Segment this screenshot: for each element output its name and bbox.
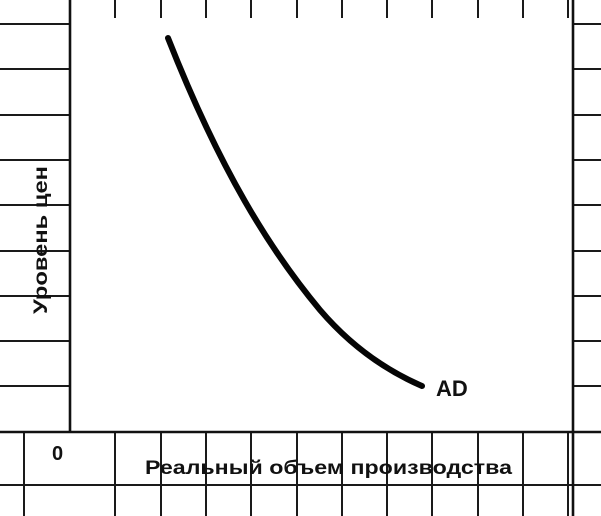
ad-curve	[165, 35, 425, 389]
origin-label: 0	[52, 443, 63, 465]
curve-label-ad: AD	[436, 376, 468, 401]
y-axis-label: Уровень цен	[31, 166, 52, 314]
x-axis-label: Реальный объем производства	[145, 458, 513, 479]
